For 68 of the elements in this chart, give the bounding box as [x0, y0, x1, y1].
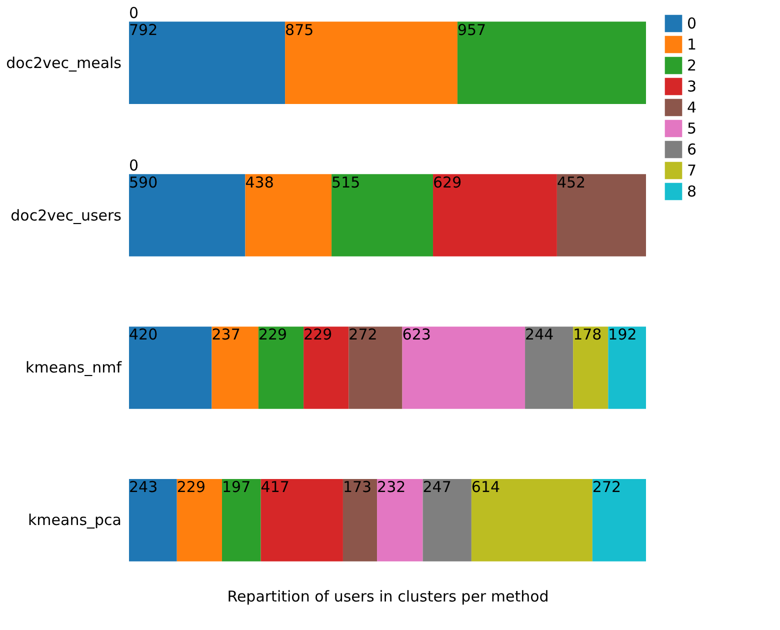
bar: [304, 326, 349, 409]
data-label: 192: [608, 326, 637, 344]
bar: [556, 174, 646, 256]
data-label: 229: [304, 326, 332, 344]
data-label: 957: [457, 20, 486, 39]
data-label: 229: [258, 326, 288, 344]
bar: [285, 22, 458, 104]
data-label: 247: [422, 478, 452, 496]
data-label: 590: [129, 173, 158, 192]
data-label: 417: [260, 478, 290, 496]
bar: [471, 479, 592, 562]
bar: [129, 22, 286, 104]
data-label: 272: [348, 326, 378, 344]
bar: [129, 174, 246, 256]
y-tick-label: kmeans_pca: [28, 511, 122, 530]
legend-label: 2: [687, 56, 697, 74]
x-axis-title: Repartition of users in clusters per method: [227, 588, 549, 606]
annotation: 0: [129, 156, 139, 174]
y-tick-label: doc2vec_meals: [6, 54, 122, 72]
legend-label: 8: [687, 182, 697, 200]
bar: [608, 326, 646, 409]
bar: [377, 479, 423, 562]
legend-label: 7: [687, 162, 697, 180]
data-label: 629: [433, 173, 462, 192]
legend-label: 5: [687, 120, 697, 138]
bar: [332, 174, 434, 256]
bar: [129, 326, 212, 409]
legend-label: 0: [687, 14, 697, 32]
legend-label: 4: [687, 98, 697, 116]
data-label: 452: [556, 173, 586, 192]
bar: [433, 174, 557, 256]
bar: [348, 326, 402, 409]
data-label: 178: [573, 326, 602, 344]
data-label: 420: [129, 326, 158, 344]
data-label: 875: [285, 20, 314, 39]
bar: [245, 174, 332, 256]
bar: [129, 479, 177, 562]
bar: [212, 326, 258, 409]
bar: [342, 479, 378, 562]
bar: [402, 326, 526, 409]
data-label: 229: [176, 478, 206, 496]
bar: [573, 326, 608, 409]
bar: [176, 479, 222, 562]
legend-label: 3: [687, 78, 697, 96]
data-label: 237: [212, 326, 240, 344]
bar: [592, 479, 646, 562]
data-label: 244: [525, 326, 554, 344]
bar: [260, 479, 343, 562]
data-label: 173: [342, 478, 372, 496]
y-tick-label: kmeans_nmf: [26, 358, 122, 377]
legend-label: 6: [687, 140, 697, 158]
data-label: 243: [129, 478, 158, 496]
data-label: 792: [129, 20, 158, 39]
legend-label: 1: [687, 36, 697, 54]
data-label: 614: [471, 478, 500, 496]
data-label: 232: [377, 478, 406, 496]
bar: [422, 479, 472, 562]
bar: [457, 22, 646, 104]
y-tick-label: doc2vec_users: [10, 206, 122, 224]
data-label: 197: [222, 478, 251, 496]
bar: [258, 326, 304, 409]
data-label: 515: [332, 173, 360, 192]
data-label: 438: [245, 173, 274, 192]
data-label: 623: [402, 326, 431, 344]
bar: [222, 479, 261, 562]
annotation: 0: [129, 4, 139, 22]
bar: [525, 326, 574, 409]
data-label: 272: [592, 478, 622, 496]
